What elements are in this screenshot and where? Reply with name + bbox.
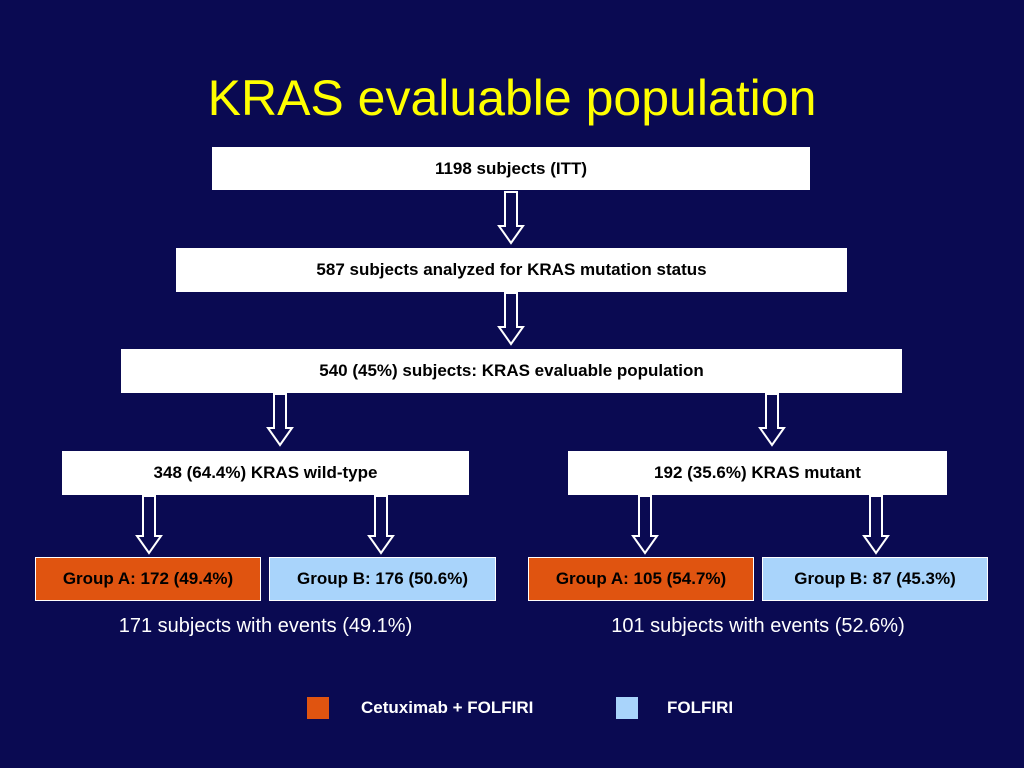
arrow-mutant-to-group-a [631, 495, 659, 555]
legend-label-cetuximab: Cetuximab + FOLFIRI [361, 698, 534, 717]
legend-swatch-cetuximab [307, 697, 329, 719]
wild-type-group-a-box: Group A: 172 (49.4%) [35, 557, 261, 601]
arrow-evaluable-to-wildtype [266, 393, 294, 447]
legend-swatch-folfiri [616, 697, 638, 719]
arrow-analyzed-to-evaluable [497, 292, 525, 346]
itt-box: 1198 subjects (ITT) [212, 147, 810, 190]
wild-type-events-text: 171 subjects with events (49.1%) [118, 615, 413, 637]
arrow-wildtype-to-group-b [367, 495, 395, 555]
wild-type-group-b-box: Group B: 176 (50.6%) [269, 557, 496, 601]
wild-type-box: 348 (64.4%) KRAS wild-type [62, 451, 469, 495]
analyzed-box: 587 subjects analyzed for KRAS mutation … [176, 248, 847, 292]
mutant-group-a-box: Group A: 105 (54.7%) [528, 557, 754, 601]
evaluable-box: 540 (45%) subjects: KRAS evaluable popul… [121, 349, 902, 393]
legend-label-folfiri: FOLFIRI [667, 698, 734, 717]
arrow-evaluable-to-mutant [758, 393, 786, 447]
page-title: KRAS evaluable population [207, 70, 817, 126]
mutant-group-b-box: Group B: 87 (45.3%) [762, 557, 988, 601]
mutant-box: 192 (35.6%) KRAS mutant [568, 451, 947, 495]
arrow-itt-to-analyzed [497, 191, 525, 245]
arrow-wildtype-to-group-a [135, 495, 163, 555]
arrow-mutant-to-group-b [862, 495, 890, 555]
mutant-events-text: 101 subjects with events (52.6%) [611, 615, 905, 637]
